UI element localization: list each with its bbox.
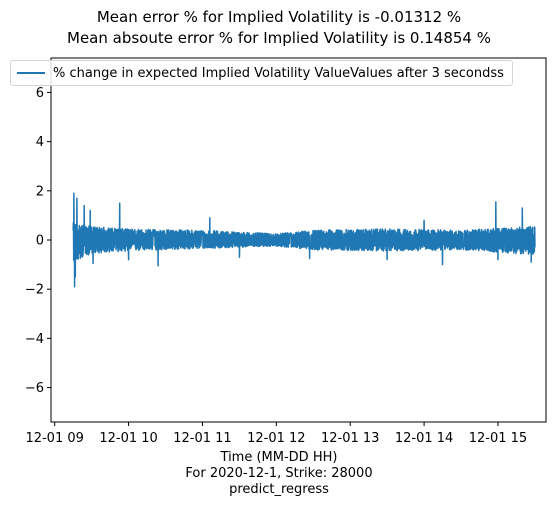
y-tick-label: 0: [36, 234, 44, 249]
x-axis-label-line-2: For 2020-12-1, Strike: 28000: [185, 466, 373, 481]
series-line: [72, 192, 536, 288]
x-tick-label: 12-01 15: [469, 431, 527, 446]
x-tick-label: 12-01 13: [321, 431, 379, 446]
y-tick-label: −4: [25, 332, 44, 347]
y-tick-label: −2: [25, 283, 44, 298]
y-tick-label: 2: [36, 184, 44, 199]
y-tick-label: 6: [36, 86, 44, 101]
y-tick-label: 4: [36, 135, 44, 150]
y-tick-label: −6: [25, 381, 44, 396]
x-axis: 12-01 09 12-01 10 12-01 11 12-01 12 12-01 13…: [25, 422, 527, 446]
chart-title-line-2: Mean absoute error % for Implied Volatil…: [67, 29, 491, 47]
x-tick-label: 12-01 09: [25, 431, 83, 446]
y-axis: −6 −4 −2 0 2 4 6: [25, 86, 51, 396]
legend-line-swatch: [17, 72, 45, 74]
legend: % change in expected Implied Volatility …: [10, 60, 513, 86]
x-axis-label-line-3: predict_regress: [229, 482, 329, 497]
legend-label: % change in expected Implied Volatility …: [53, 65, 504, 81]
x-axis-label-line-1: Time (MM-DD HH): [220, 450, 338, 465]
chart-title-line-1: Mean error % for Implied Volatility is -…: [96, 8, 462, 26]
x-tick-label: 12-01 11: [173, 431, 231, 446]
x-tick-label: 12-01 12: [247, 431, 305, 446]
x-tick-label: 12-01 14: [395, 431, 453, 446]
x-tick-label: 12-01 10: [99, 431, 157, 446]
series-layer: [72, 192, 536, 288]
